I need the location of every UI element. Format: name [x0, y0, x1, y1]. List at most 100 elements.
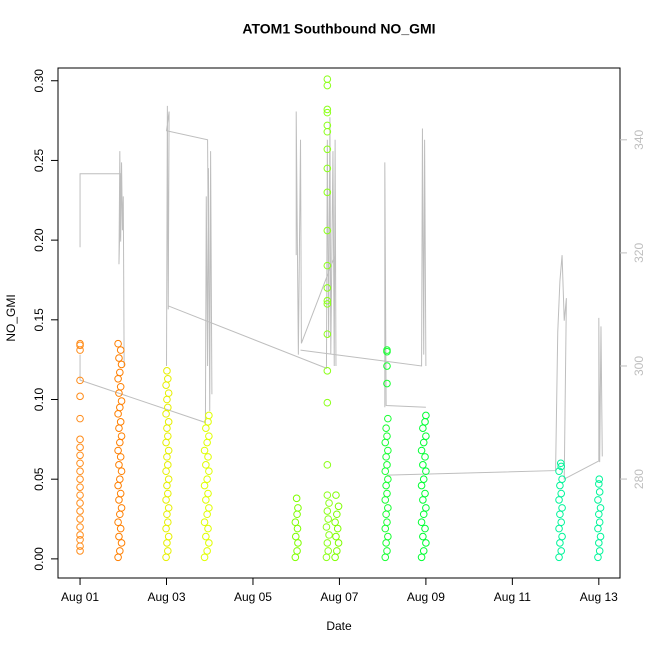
- point: [419, 461, 427, 469]
- point: [205, 539, 213, 547]
- point: [205, 432, 213, 440]
- x-tick-label: Aug 09: [407, 590, 445, 604]
- point: [76, 547, 84, 555]
- point: [333, 524, 342, 533]
- point: [595, 480, 603, 488]
- point: [323, 121, 332, 130]
- point: [204, 489, 212, 498]
- point: [419, 424, 427, 432]
- point: [421, 489, 429, 498]
- point: [596, 504, 605, 512]
- point: [323, 284, 332, 292]
- point: [383, 547, 391, 555]
- point: [322, 523, 331, 531]
- point: [116, 438, 124, 447]
- point: [291, 518, 300, 527]
- point: [325, 499, 333, 507]
- point: [117, 432, 126, 440]
- point: [419, 496, 427, 504]
- point: [200, 481, 209, 490]
- point: [203, 475, 211, 483]
- point: [595, 539, 603, 547]
- point: [384, 446, 392, 455]
- point: [164, 389, 173, 397]
- point: [381, 438, 390, 447]
- point: [116, 346, 125, 354]
- point: [164, 504, 173, 512]
- point: [417, 481, 426, 490]
- point: [294, 539, 302, 547]
- y2-tick-label: 300: [632, 356, 646, 376]
- point: [116, 403, 124, 412]
- point: [164, 518, 172, 527]
- point: [421, 524, 429, 533]
- point: [558, 532, 566, 541]
- point: [556, 481, 564, 490]
- point: [324, 515, 332, 523]
- y-tick-label: 0.10: [32, 387, 46, 411]
- point: [323, 507, 332, 515]
- point: [595, 518, 604, 527]
- point: [323, 108, 332, 117]
- point: [76, 451, 84, 460]
- point: [556, 459, 565, 468]
- point: [596, 532, 605, 541]
- point: [162, 467, 170, 476]
- x-tick-label: Aug 01: [61, 590, 99, 604]
- point: [205, 467, 213, 476]
- point: [333, 510, 341, 519]
- point: [594, 524, 602, 533]
- point: [383, 518, 391, 527]
- point: [76, 515, 84, 523]
- point: [331, 553, 339, 562]
- point: [332, 491, 340, 499]
- point: [384, 504, 392, 512]
- point: [419, 532, 427, 541]
- point: [555, 524, 563, 533]
- point: [323, 367, 332, 375]
- point: [205, 504, 213, 512]
- point: [116, 547, 124, 555]
- y-tick-label: 0.20: [32, 228, 46, 252]
- point: [331, 518, 339, 527]
- point: [595, 510, 603, 519]
- point: [419, 475, 428, 483]
- point: [383, 379, 391, 388]
- point: [164, 432, 172, 440]
- point: [323, 330, 332, 338]
- point: [293, 510, 301, 519]
- point: [116, 368, 124, 377]
- point: [202, 496, 210, 504]
- point: [325, 531, 333, 539]
- point: [76, 542, 84, 550]
- point: [417, 518, 426, 527]
- point: [116, 418, 125, 426]
- point: [202, 532, 210, 541]
- point: [382, 424, 390, 432]
- point: [205, 411, 213, 420]
- point: [323, 261, 332, 270]
- point: [323, 226, 332, 235]
- x-tick-label: Aug 13: [580, 590, 618, 604]
- point: [323, 164, 332, 173]
- point: [383, 461, 391, 469]
- point: [163, 539, 171, 547]
- point: [76, 392, 84, 401]
- point: [162, 496, 170, 504]
- point: [163, 367, 171, 375]
- point: [383, 362, 391, 370]
- point: [557, 462, 566, 471]
- point: [557, 518, 566, 527]
- point: [556, 539, 564, 547]
- point: [164, 475, 173, 483]
- point: [76, 339, 84, 348]
- plot-frame: [57, 67, 621, 579]
- point: [76, 467, 84, 476]
- point: [163, 510, 171, 519]
- point: [381, 467, 390, 476]
- point: [114, 553, 122, 562]
- point: [381, 524, 390, 533]
- point: [594, 496, 602, 504]
- point: [204, 453, 212, 461]
- point: [76, 443, 84, 452]
